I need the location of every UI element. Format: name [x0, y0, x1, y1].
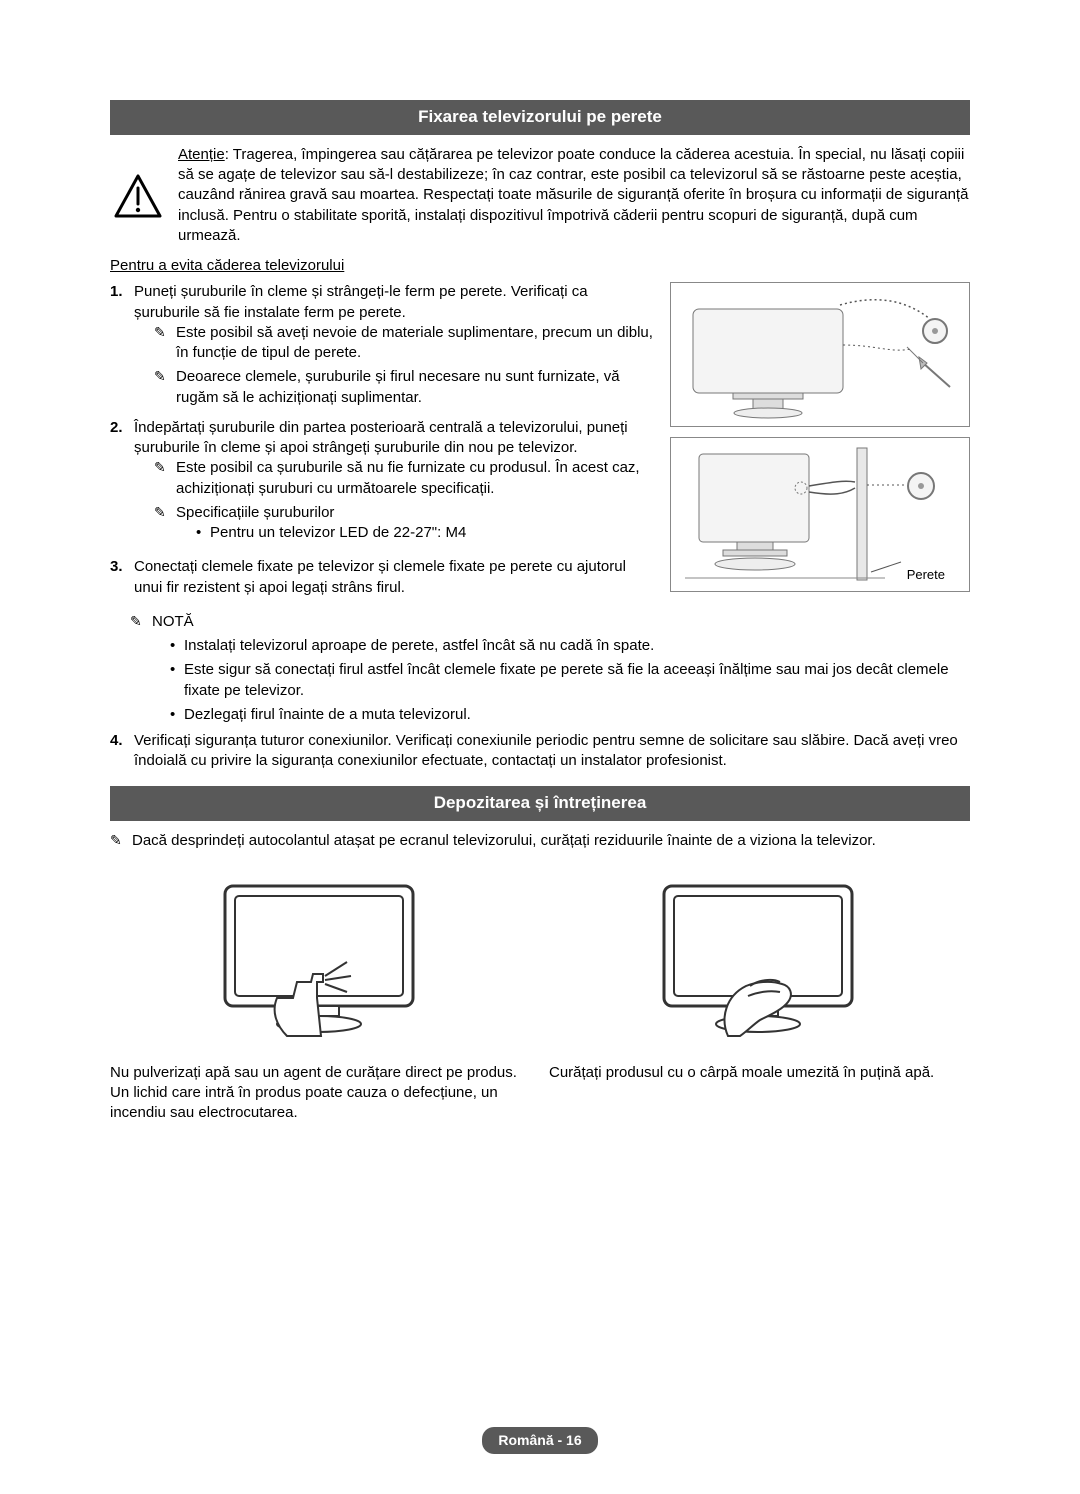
page-number-badge: Română - 16: [482, 1427, 597, 1454]
pencil-icon: [130, 612, 152, 632]
pencil-icon: [154, 458, 176, 499]
nota-row: NOTĂ: [110, 612, 970, 632]
step-number: 1.: [110, 282, 134, 412]
section-header-storage: Depozitarea și întreținerea: [110, 786, 970, 821]
page-footer: Română - 16: [0, 1427, 1080, 1454]
step-4: 4. Verificați siguranța tuturor conexiun…: [110, 731, 970, 772]
caution-label: Atenție: [178, 146, 225, 163]
pencil-icon: [110, 831, 132, 851]
caution-text: Atenție: Tragerea, împingerea sau cățăra…: [178, 145, 970, 246]
nota-bullet: Este sigur să conectați firul astfel înc…: [170, 660, 970, 701]
nota-bullet: Dezlegați firul înainte de a muta televi…: [170, 705, 970, 725]
pencil-icon: [154, 367, 176, 408]
step-text: Puneți șuruburile în cleme și strângeți-…: [134, 282, 656, 323]
section-header-fixing: Fixarea televizorului pe perete: [110, 100, 970, 135]
pencil-icon: [154, 323, 176, 364]
note-text: Deoarece clemele, șuruburile și firul ne…: [176, 367, 656, 408]
illustration-wipe-cloth: [549, 863, 970, 1053]
step-text: Îndepărtați șuruburile din partea poster…: [134, 418, 656, 459]
cleaning-right: Curățați produsul cu o cârpă moale umezi…: [549, 863, 970, 1124]
note-text: Este posibil ca șuruburile să nu fie fur…: [176, 458, 656, 499]
nota-label: NOTĂ: [152, 612, 194, 632]
illustration-no-spray: [110, 863, 531, 1053]
note-text: Dacă desprindeți autocolantul atașat pe …: [132, 831, 876, 851]
note-text: Specificațiile șuruburilor: [176, 503, 466, 523]
step-number: 2.: [110, 418, 134, 552]
note-text: Este posibil să aveți nevoie de material…: [176, 323, 656, 364]
spec-bullet: Pentru un televizor LED de 22-27": M4: [196, 523, 466, 543]
note-item: Specificațiile șuruburilor Pentru un tel…: [134, 503, 656, 548]
pencil-icon: [154, 503, 176, 548]
figure-tv-tether: Perete: [670, 437, 970, 592]
note-item: Este posibil ca șuruburile să nu fie fur…: [134, 458, 656, 499]
warning-icon: [110, 145, 166, 246]
nota-bullets: Instalați televizorul aproape de perete,…: [110, 636, 970, 725]
nota-bullet: Instalați televizorul aproape de perete,…: [170, 636, 970, 656]
figure-column: Perete: [670, 282, 970, 604]
cleaning-columns: Nu pulverizați apă sau un agent de curăț…: [110, 863, 970, 1124]
cleaning-left: Nu pulverizați apă sau un agent de curăț…: [110, 863, 531, 1124]
figure-label-perete: Perete: [907, 566, 945, 584]
step-1: 1. Puneți șuruburile în cleme și strânge…: [110, 282, 656, 412]
note-item: Este posibil să aveți nevoie de material…: [134, 323, 656, 364]
storage-note: Dacă desprindeți autocolantul atașat pe …: [110, 831, 970, 851]
note-item: Deoarece clemele, șuruburile și firul ne…: [134, 367, 656, 408]
caution-body: : Tragerea, împingerea sau cățărarea pe …: [178, 146, 968, 244]
step-number: 4.: [110, 731, 134, 772]
step-text: Verificați siguranța tuturor conexiunilo…: [134, 731, 970, 772]
cleaning-left-caption: Nu pulverizați apă sau un agent de curăț…: [110, 1063, 531, 1124]
steps-column: 1. Puneți șuruburile în cleme și strânge…: [110, 282, 656, 604]
step-number: 3.: [110, 557, 134, 598]
caution-block: Atenție: Tragerea, împingerea sau cățăra…: [110, 145, 970, 246]
step-text: Conectați clemele fixate pe televizor și…: [134, 557, 656, 598]
subheading-avoid-fall: Pentru a evita căderea televizorului: [110, 256, 970, 276]
figure-wall-anchor: [670, 282, 970, 427]
step-3: 3. Conectați clemele fixate pe televizor…: [110, 557, 656, 598]
cleaning-right-caption: Curățați produsul cu o cârpă moale umezi…: [549, 1063, 970, 1083]
step-2: 2. Îndepărtați șuruburile din partea pos…: [110, 418, 656, 552]
